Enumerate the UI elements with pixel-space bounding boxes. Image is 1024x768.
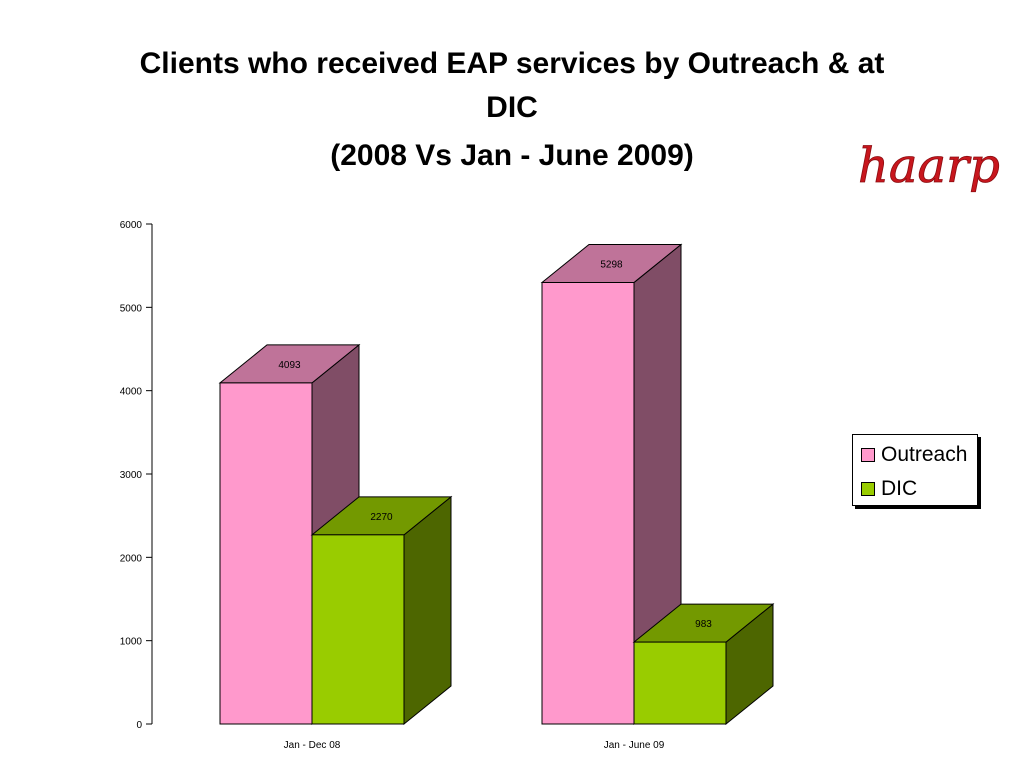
- legend-swatch-outreach: [861, 448, 875, 462]
- chart-legend: Outreach DIC: [852, 434, 978, 506]
- bar-dic-1-side: [403, 495, 452, 726]
- legend-label-outreach: Outreach: [881, 443, 968, 466]
- y-tick-label: 5000: [120, 303, 143, 314]
- y-tick-label: 3000: [120, 470, 143, 481]
- bar-dic-1: [311, 534, 405, 725]
- legend-label-dic: DIC: [881, 477, 918, 500]
- bar-dic-1-value-label: 2270: [370, 512, 393, 523]
- legend-item-dic: DIC: [861, 477, 917, 501]
- y-tick-label: 0: [136, 720, 142, 731]
- bar-outreach-1: [219, 382, 313, 725]
- chart-title: Clients who received EAP services by Out…: [60, 42, 964, 130]
- chart-subtitle: (2008 Vs Jan - June 2009): [330, 139, 694, 172]
- x-category-label: Jan - June 09: [604, 740, 665, 751]
- chart-title-line-2: DIC: [486, 91, 538, 124]
- y-tick-label: 4000: [120, 387, 143, 398]
- legend-swatch-dic: [861, 482, 875, 496]
- y-tick-label: 1000: [120, 637, 143, 648]
- y-tick-label: 6000: [120, 220, 143, 231]
- legend-item-outreach: Outreach: [861, 443, 967, 467]
- haarp-logo: haarp: [858, 138, 1000, 195]
- y-tick-label: 2000: [120, 553, 143, 564]
- bar-dic-2-value-label: 983: [695, 619, 712, 630]
- bar-outreach-2: [541, 282, 635, 725]
- chart-title-line-1: Clients who received EAP services by Out…: [139, 47, 885, 80]
- logo-text: haarp: [858, 138, 1000, 194]
- bar-outreach-2-value-label: 5298: [600, 260, 623, 271]
- x-category-label: Jan - Dec 08: [284, 740, 341, 751]
- bar-dic-2: [633, 641, 727, 725]
- bar-outreach-1-value-label: 4093: [278, 360, 301, 371]
